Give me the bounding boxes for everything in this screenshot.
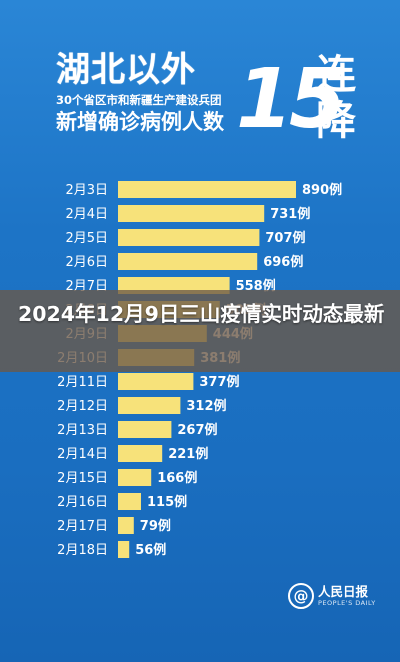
header-block: 湖北以外 30个省区市和新疆生产建设兵团 新增确诊病例人数	[56, 50, 286, 136]
bar	[118, 541, 130, 558]
category-label: 2月4日	[65, 207, 108, 222]
page-title: 湖北以外	[56, 50, 196, 90]
streak-number: 15	[236, 52, 346, 147]
data-label: 267例	[177, 422, 217, 438]
bar	[118, 373, 194, 390]
data-label: 890例	[302, 182, 342, 198]
data-label: 377例	[199, 374, 239, 390]
bar	[118, 445, 163, 462]
category-label: 2月12日	[57, 399, 108, 414]
data-label: 56例	[135, 542, 166, 558]
data-label: 696例	[263, 254, 303, 270]
caption-overlay	[0, 290, 400, 372]
logo-name-en: PEOPLE'S DAILY	[318, 599, 376, 607]
category-label: 2月15日	[57, 471, 108, 486]
bar	[118, 421, 172, 438]
bar	[118, 181, 296, 198]
category-label: 2月6日	[65, 255, 108, 270]
streak-label-char-2: 降	[316, 98, 356, 144]
data-label: 166例	[157, 470, 197, 486]
bar	[118, 253, 258, 270]
streak-label: 连 降	[316, 52, 360, 144]
category-label: 2月16日	[57, 495, 108, 510]
subtitle: 30个省区市和新疆生产建设兵团	[56, 93, 222, 107]
bar	[118, 205, 265, 222]
data-label: 312例	[186, 398, 226, 414]
data-label: 115例	[147, 494, 187, 510]
category-label: 2月14日	[57, 447, 108, 462]
bar	[118, 493, 141, 510]
publisher-logo: @ 人民日报 PEOPLE'S DAILY	[288, 580, 398, 612]
category-label: 2月3日	[65, 183, 108, 198]
category-label: 2月11日	[57, 375, 108, 390]
subtitle-metric: 新增确诊病例人数	[56, 110, 224, 134]
data-label: 79例	[140, 518, 171, 534]
at-sign-icon: @	[288, 583, 314, 609]
bar	[118, 397, 181, 414]
bar	[118, 277, 230, 294]
data-label: 707例	[265, 230, 305, 246]
category-label: 2月5日	[65, 231, 108, 246]
logo-text: 人民日报 PEOPLE'S DAILY	[318, 584, 376, 608]
bar	[118, 469, 152, 486]
category-label: 2月18日	[57, 543, 108, 558]
caption-text: 2024年12月9日三山疫情实时动态最新，小红书分享，关	[18, 302, 384, 326]
logo-name-cn: 人民日报	[318, 584, 369, 599]
category-label: 2月17日	[57, 519, 108, 534]
category-label: 2月13日	[57, 423, 108, 438]
data-label: 221例	[168, 446, 208, 462]
streak-label-char-1: 连	[316, 52, 356, 98]
bar	[118, 229, 260, 246]
data-label: 731例	[270, 206, 310, 222]
bar	[118, 517, 134, 534]
